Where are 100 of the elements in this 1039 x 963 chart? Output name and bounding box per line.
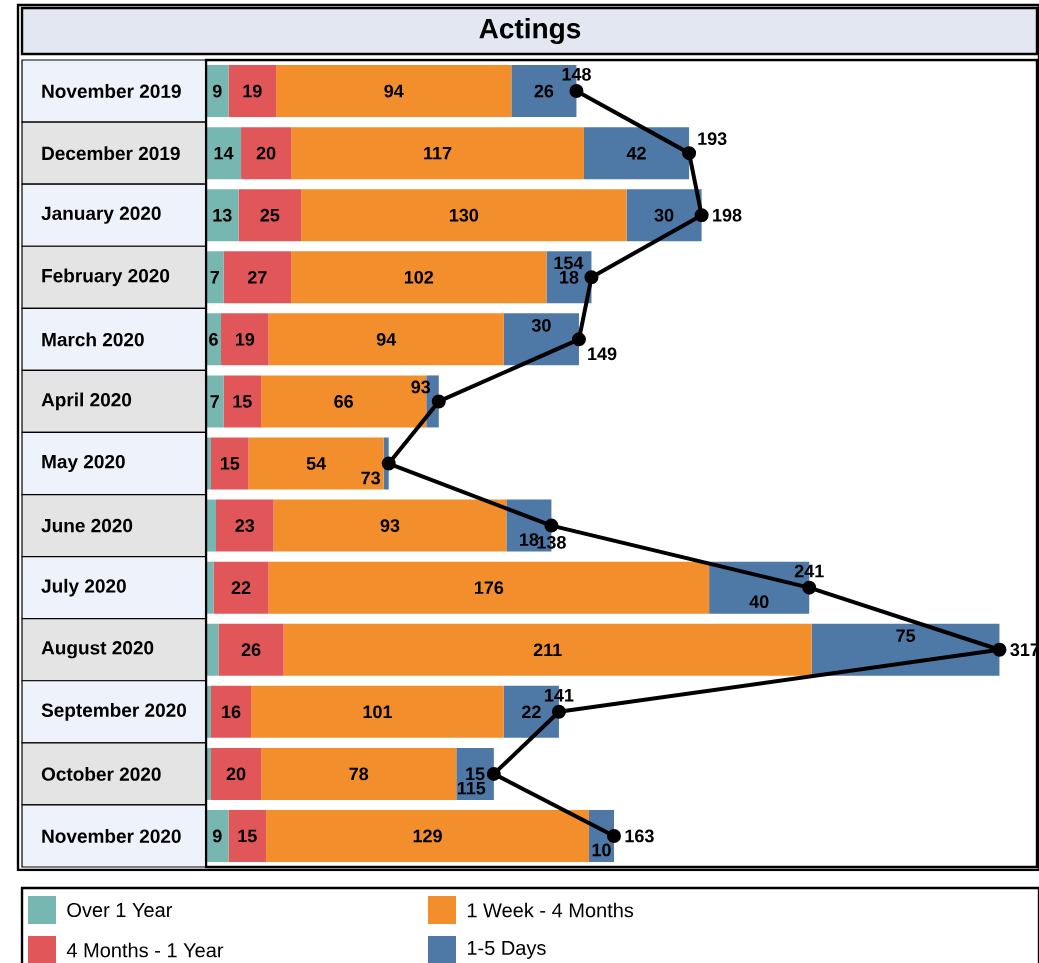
data-label: 7 [210,395,219,408]
y-tick-label: August 2020 [41,641,154,659]
bar [276,65,512,118]
data-label: 19 [235,332,255,346]
data-label: 40 [749,595,769,609]
data-label: 241 [794,564,824,578]
data-label: 138 [537,535,566,549]
y-tick-label: March 2020 [42,332,144,347]
data-label: 148 [562,67,591,81]
point [682,146,697,161]
legend-label: Over 1 Year [67,902,173,918]
data-label: 27 [247,270,267,284]
data-label: 102 [404,270,434,284]
data-label: 117 [424,146,452,160]
data-label: 30 [531,318,551,332]
bar [266,809,589,862]
data-label: 73 [361,471,380,485]
data-label: 13 [213,208,232,222]
data-label: 15 [233,395,252,408]
data-label: 198 [713,208,742,222]
y-tick-label: February 2020 [42,268,170,287]
bar [206,623,219,676]
data-label: 163 [625,829,654,843]
data-label: 10 [592,843,611,857]
bar [238,189,302,242]
data-label: 129 [413,829,442,843]
data-label: 15 [238,829,257,843]
bar [261,747,457,800]
point [431,394,446,409]
bar [273,499,507,552]
bar [241,127,292,180]
point [571,332,586,347]
bar [206,809,229,862]
bar [211,747,262,800]
bar [221,313,269,366]
point [584,270,599,285]
data-label: 130 [449,208,479,222]
data-label: 78 [349,767,369,781]
y-tick-label: November 2019 [42,84,181,99]
bar [248,437,384,490]
bar [268,561,710,614]
data-label: 19 [243,84,262,98]
bar [206,189,239,242]
y-tick-label: December 2019 [42,146,180,161]
y-tick-label: January 2020 [41,206,161,224]
bar [301,189,627,242]
point [551,704,566,719]
bar [216,499,274,552]
y-tick-label: June 2020 [41,518,133,533]
bar [206,499,217,552]
point [486,766,501,781]
data-label: 93 [380,519,400,532]
bar [206,375,224,428]
point [992,642,1007,657]
y-tick-label: April 2020 [41,392,132,411]
y-tick-label: September 2020 [41,702,186,721]
bar [213,561,269,614]
bar [291,127,584,180]
data-label: 101 [363,705,392,719]
data-label: 23 [235,519,255,532]
data-label: 14 [214,146,234,160]
bar [223,251,292,304]
data-label: 211 [533,643,562,657]
data-label: 26 [534,84,554,98]
data-label: 22 [522,705,541,719]
bar [206,127,242,180]
data-label: 7 [210,271,219,284]
bar [228,809,267,862]
bar [206,65,229,118]
legend-label: 4 Months - 1 Year [66,942,224,958]
data-label: 94 [384,84,404,98]
y-tick-label: May 2020 [42,454,125,473]
bar [291,251,547,304]
data-label: 66 [334,395,354,408]
data-label: 115 [457,781,486,795]
bar [283,623,812,676]
data-label: 94 [376,332,397,346]
y-tick-label: July 2020 [41,578,126,597]
data-label: 15 [466,767,485,781]
bar [228,65,277,118]
data-label: 9 [212,84,222,98]
data-label: 20 [256,146,276,160]
data-label: 54 [306,457,327,470]
data-label: 18 [520,533,539,546]
data-label: 15 [220,457,240,470]
data-label: 42 [626,146,646,160]
bar [211,685,252,738]
data-label: 30 [654,208,674,222]
point [381,456,396,471]
data-label: 22 [231,581,251,594]
data-label: 149 [588,347,617,361]
y-tick-label: October 2020 [41,766,161,781]
data-label: 25 [260,208,280,222]
point [544,518,559,533]
bar [218,623,284,676]
bar [268,313,504,366]
data-label: 9 [212,829,222,843]
data-label: 16 [222,705,241,719]
bar [206,561,214,614]
bar [583,127,690,180]
